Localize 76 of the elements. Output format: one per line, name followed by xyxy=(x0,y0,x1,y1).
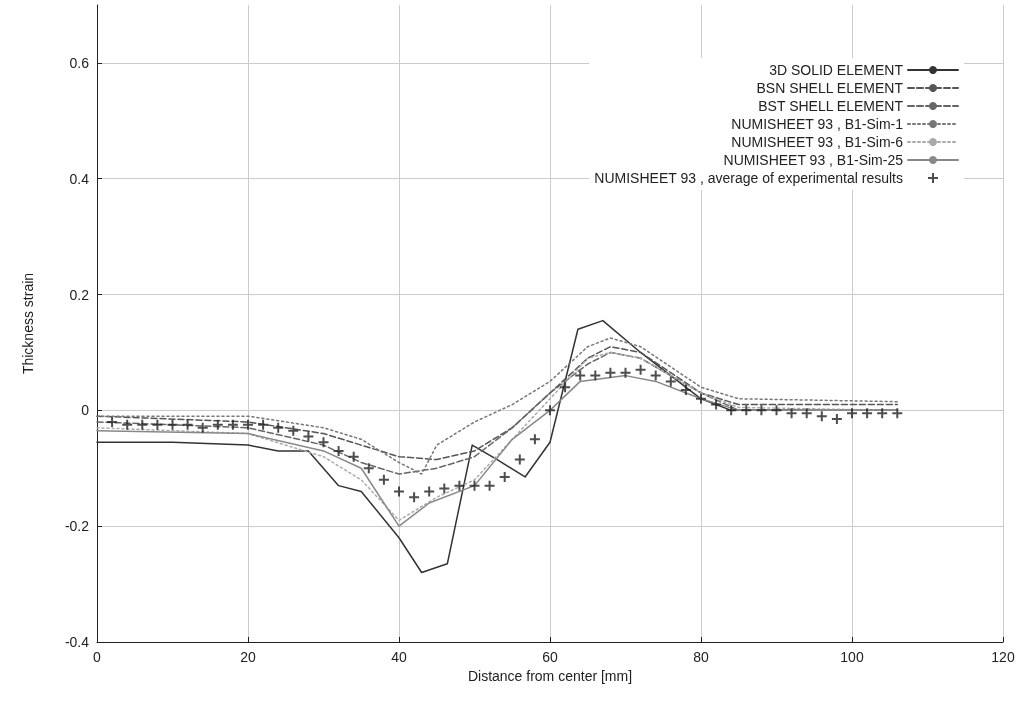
point xyxy=(605,367,616,378)
x-tick-label: 20 xyxy=(240,649,256,665)
y-axis-title: Thickness strain xyxy=(20,272,36,375)
point xyxy=(273,422,284,433)
point xyxy=(363,463,374,474)
x-tick-label: 60 xyxy=(542,649,558,665)
legend-label: NUMISHEET 93 , B1-Sim-6 xyxy=(731,134,904,150)
point xyxy=(529,434,540,445)
point xyxy=(786,408,797,419)
point xyxy=(107,416,118,427)
point xyxy=(514,454,525,465)
point xyxy=(756,405,767,416)
legend-label: NUMISHEET 93 , B1-Sim-25 xyxy=(723,152,904,168)
x-tick-label: 40 xyxy=(391,649,407,665)
point xyxy=(122,419,133,430)
point xyxy=(575,370,586,381)
point xyxy=(258,419,269,430)
point xyxy=(696,393,706,404)
point xyxy=(892,408,903,419)
legend-label: NUMISHEET 93 , B1-Sim-1 xyxy=(731,116,904,132)
y-tick-label: 0.2 xyxy=(69,286,90,303)
point xyxy=(801,408,812,419)
y-tick-label: 0 xyxy=(81,402,90,419)
y-tick-label: -0.2 xyxy=(64,518,90,535)
point xyxy=(499,471,510,482)
point xyxy=(227,419,238,430)
x-tick-label: 80 xyxy=(693,649,709,665)
legend-label: NUMISHEET 93 , average of experimental results xyxy=(594,170,903,186)
point xyxy=(348,451,359,462)
point xyxy=(847,408,857,419)
point xyxy=(620,367,631,378)
point xyxy=(182,419,193,430)
point xyxy=(424,486,435,497)
point xyxy=(877,408,888,419)
x-axis-title: Distance from center [mm] xyxy=(467,667,633,684)
legend-label: 3D SOLID ELEMENT xyxy=(769,62,904,78)
point xyxy=(545,405,555,416)
point xyxy=(152,419,163,430)
point xyxy=(137,419,148,430)
point xyxy=(726,405,737,416)
point xyxy=(394,486,404,497)
y-tick-label: 0.6 xyxy=(69,54,90,71)
point xyxy=(454,480,465,491)
point xyxy=(243,419,253,430)
x-tick-label: 0 xyxy=(93,649,102,665)
point xyxy=(378,474,389,485)
x-tick-label: 120 xyxy=(991,649,1015,665)
point xyxy=(560,382,571,393)
point xyxy=(650,370,661,381)
point xyxy=(288,425,299,436)
point xyxy=(439,483,450,494)
point xyxy=(862,408,873,419)
point xyxy=(409,492,420,503)
point xyxy=(197,422,208,433)
legend-label: BST SHELL ELEMENT xyxy=(758,98,904,114)
point xyxy=(665,376,676,387)
point xyxy=(167,419,178,430)
point xyxy=(303,431,314,442)
point xyxy=(333,445,344,456)
x-tick-label: 100 xyxy=(840,649,864,665)
legend-label: BSN SHELL ELEMENT xyxy=(756,80,904,96)
point xyxy=(635,364,646,375)
point xyxy=(680,385,691,396)
point xyxy=(484,480,495,491)
line-series xyxy=(96,345,899,461)
y-tick-label: 0.4 xyxy=(69,170,90,187)
point xyxy=(212,419,223,430)
point xyxy=(469,480,480,491)
point xyxy=(831,414,842,425)
point xyxy=(711,399,722,410)
point xyxy=(816,411,827,422)
point xyxy=(771,405,782,416)
point xyxy=(318,437,329,448)
y-tick-label: -0.4 xyxy=(64,634,90,650)
point xyxy=(590,370,601,381)
point xyxy=(741,405,752,416)
